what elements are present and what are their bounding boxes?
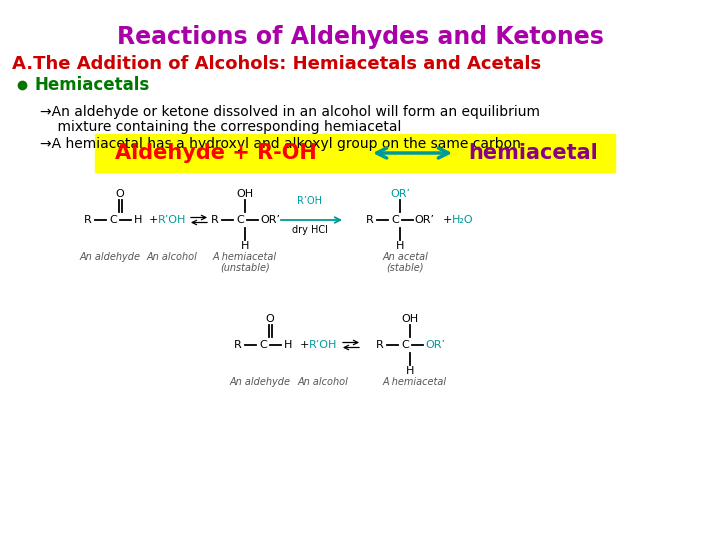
- Text: →A hemiacetal has a hydroxyl and alkoxyl group on the same carbon: →A hemiacetal has a hydroxyl and alkoxyl…: [40, 137, 521, 151]
- FancyBboxPatch shape: [95, 134, 615, 172]
- Text: An aldehyde: An aldehyde: [230, 377, 290, 387]
- Text: OR’: OR’: [390, 189, 410, 199]
- Text: dry HCl: dry HCl: [292, 225, 328, 235]
- Text: H: H: [284, 340, 292, 350]
- Text: An alcohol: An alcohol: [147, 252, 197, 262]
- Text: +: +: [442, 215, 451, 225]
- Text: R: R: [366, 215, 374, 225]
- Text: R’OH: R’OH: [309, 340, 337, 350]
- Text: H₂O: H₂O: [452, 215, 474, 225]
- Text: OR’: OR’: [414, 215, 434, 225]
- Text: R: R: [211, 215, 219, 225]
- Text: R’OH: R’OH: [158, 215, 186, 225]
- Text: R: R: [234, 340, 242, 350]
- Text: C: C: [401, 340, 409, 350]
- Text: C: C: [109, 215, 117, 225]
- Text: OH: OH: [236, 189, 253, 199]
- Text: +: +: [148, 215, 158, 225]
- Text: OR’: OR’: [260, 215, 280, 225]
- Text: A.The Addition of Alcohols: Hemiacetals and Acetals: A.The Addition of Alcohols: Hemiacetals …: [12, 55, 541, 73]
- Text: R: R: [376, 340, 384, 350]
- Text: C: C: [236, 215, 244, 225]
- Text: A hemiacetal: A hemiacetal: [383, 377, 447, 387]
- Text: H: H: [406, 366, 414, 376]
- Text: R’OH: R’OH: [297, 196, 323, 206]
- Text: Reactions of Aldehydes and Ketones: Reactions of Aldehydes and Ketones: [117, 25, 603, 49]
- Text: H: H: [134, 215, 142, 225]
- Text: An aldehyde: An aldehyde: [79, 252, 140, 262]
- Text: hemiacetal: hemiacetal: [468, 143, 598, 163]
- Text: C: C: [391, 215, 399, 225]
- Text: O: O: [266, 314, 274, 324]
- Text: A hemiacetal: A hemiacetal: [213, 252, 277, 262]
- Text: (unstable): (unstable): [220, 262, 270, 272]
- Text: An acetal: An acetal: [382, 252, 428, 262]
- Text: mixture containing the corresponding hemiacetal: mixture containing the corresponding hem…: [40, 120, 401, 134]
- Text: (stable): (stable): [386, 262, 424, 272]
- Text: H: H: [240, 241, 249, 251]
- Text: O: O: [116, 189, 125, 199]
- Text: C: C: [259, 340, 267, 350]
- Text: →An aldehyde or ketone dissolved in an alcohol will form an equilibrium: →An aldehyde or ketone dissolved in an a…: [40, 105, 540, 119]
- Text: An alcohol: An alcohol: [297, 377, 348, 387]
- Text: +: +: [300, 340, 309, 350]
- Text: H: H: [396, 241, 404, 251]
- Text: R: R: [84, 215, 92, 225]
- Text: Aldehyde + R-OH: Aldehyde + R-OH: [115, 143, 317, 163]
- Text: Hemiacetals: Hemiacetals: [34, 76, 149, 94]
- Text: OH: OH: [402, 314, 418, 324]
- Text: OR’: OR’: [425, 340, 445, 350]
